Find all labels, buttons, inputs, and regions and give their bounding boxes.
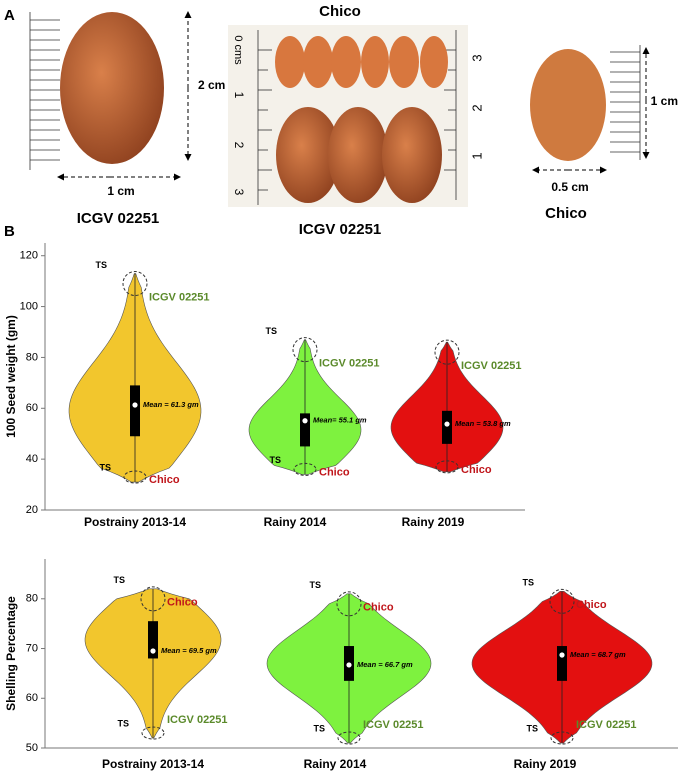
ruler-label: 0 cms [232,35,244,65]
ts-outline [336,591,362,617]
ts-label: TS [99,462,111,472]
y-tick-label: 50 [26,742,38,754]
mean-label: Mean = 68.7 gm [570,650,626,659]
mean-label: Mean = 69.5 gm [161,646,217,655]
ts-label: TS [95,260,107,270]
ts-outline [549,588,575,614]
y-tick-label: 80 [26,593,38,605]
mean-dot [444,421,450,427]
y-axis-label: 100 Seed weight (gm) [4,315,18,438]
ruler-label: 1 [469,152,484,159]
y-tick-label: 60 [26,402,38,414]
group-label: ICGV 02251 [167,714,228,726]
ts-outline [141,726,165,740]
x-tick-label: Rainy 2019 [402,515,465,529]
group-label: ICGV 02251 [363,719,424,731]
ts-outline [123,470,147,484]
box [557,646,567,681]
group-label: Chico [149,474,180,486]
mean-dot [302,418,308,424]
y-axis-label: Shelling Percentage [4,596,18,711]
ts-label: TS [113,575,125,585]
ts-outline [122,271,148,297]
mean-dot [346,662,352,668]
x-tick-label: Postrainy 2013-14 [102,757,204,771]
dimension-label: 0.5 cm [551,180,588,194]
x-tick-label: Rainy 2014 [304,757,367,771]
group-label: Chico [319,466,350,478]
ts-label: TS [269,455,281,465]
ruler-label: 1 [232,92,246,99]
y-tick-label: 70 [26,642,38,654]
photo-title: Chico [319,3,361,20]
ts-label: TS [265,326,277,336]
ts-outline [293,462,317,476]
photo-caption: ICGV 02251 [77,210,160,227]
ts-label: TS [309,580,321,590]
left-photo: 2 cm 1 cm ICGV 02251 [29,11,225,227]
box [442,410,452,444]
ts-outline [434,339,460,365]
ts-outline [550,731,574,745]
dimension-label: 1 cm [651,94,678,108]
mean-dot [132,402,138,408]
ts-label: TS [526,723,538,733]
group-label: Chico [363,602,394,614]
right-photo: 1 cm 0.5 cm Chico [530,45,678,222]
ts-label: TS [522,578,534,588]
middle-photo: 0 cms 1 2 3 3 2 1 Chico ICGV 02251 [228,3,484,238]
y-tick-label: 100 [20,300,38,312]
ruler-label: 3 [469,54,484,61]
y-tick-label: 40 [26,453,38,465]
y-tick-label: 120 [20,250,38,262]
x-tick-label: Rainy 2014 [264,515,327,529]
group-label: Chico [576,599,607,611]
mean-label: Mean= 55.1 gm [313,416,367,425]
y-tick-label: 20 [26,504,38,516]
dimension-label: 1 cm [107,184,134,198]
mean-label: Mean = 66.7 gm [357,660,413,669]
y-tick-label: 80 [26,351,38,363]
x-tick-label: Postrainy 2013-14 [84,515,186,529]
ruler-label: 2 [232,142,246,149]
box [130,385,140,437]
panel-label: B [4,223,15,240]
photo-caption: Chico [545,205,587,222]
mean-label: Mean = 61.3 gm [143,400,199,409]
box [300,413,310,447]
ruler-label: 2 [469,104,484,111]
group-label: ICGV 02251 [149,291,210,303]
ts-outline [292,337,318,363]
ts-outline [435,460,459,474]
photo-caption: ICGV 02251 [299,221,382,238]
ts-label: TS [117,718,129,728]
y-tick-label: 60 [26,692,38,704]
group-label: Chico [167,597,198,609]
box [148,621,158,659]
panel-label: A [4,7,15,24]
ts-outline [140,586,166,612]
dimension-label: 2 cm [198,78,225,92]
ts-outline [337,731,361,745]
mean-label: Mean = 53.8 gm [455,419,511,428]
mean-dot [559,652,565,658]
group-label: ICGV 02251 [461,360,522,372]
ruler-label: 3 [232,189,246,196]
x-tick-label: Rainy 2019 [514,757,577,771]
group-label: ICGV 02251 [576,719,637,731]
mean-dot [150,648,156,654]
group-label: Chico [461,464,492,476]
group-label: ICGV 02251 [319,358,380,370]
ts-label: TS [313,723,325,733]
